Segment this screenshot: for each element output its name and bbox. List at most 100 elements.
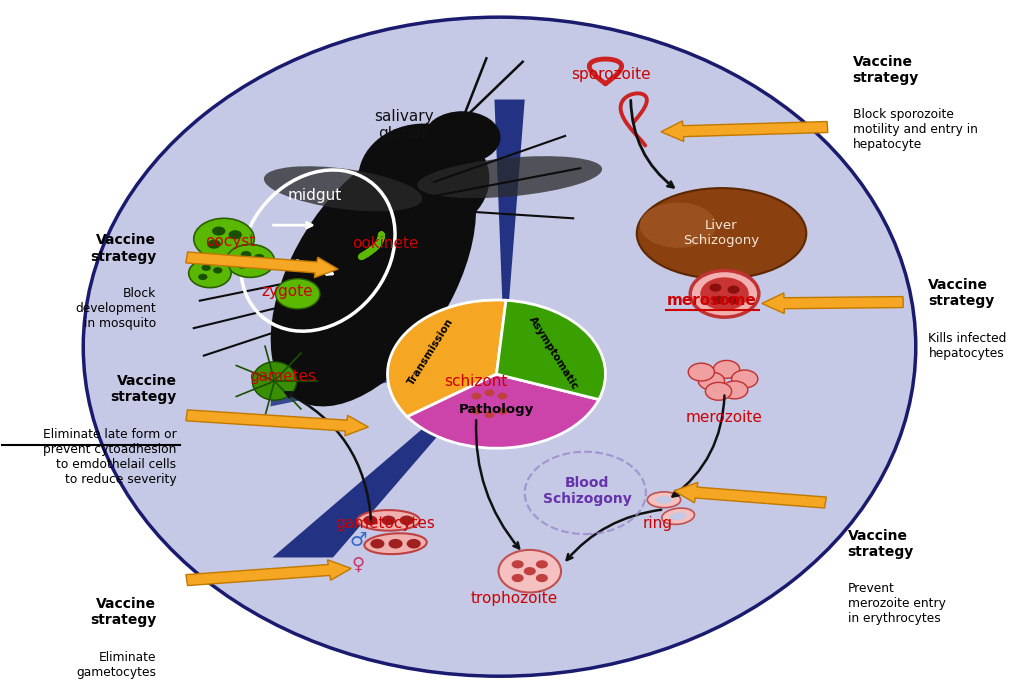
Circle shape [207, 240, 220, 249]
Circle shape [714, 361, 739, 379]
Text: schizont: schizont [444, 374, 508, 389]
Ellipse shape [270, 143, 476, 407]
Text: trophozoite: trophozoite [471, 591, 558, 606]
Circle shape [710, 284, 722, 292]
FancyArrow shape [185, 252, 338, 278]
Text: salivary
glands: salivary glands [374, 109, 433, 141]
Ellipse shape [83, 17, 915, 676]
Text: Vaccine
strategy: Vaccine strategy [90, 597, 157, 627]
Circle shape [713, 296, 725, 304]
Circle shape [536, 560, 548, 568]
Circle shape [194, 218, 254, 260]
Circle shape [275, 279, 319, 309]
Circle shape [728, 296, 739, 304]
Circle shape [388, 539, 402, 548]
Text: Eliminate
gametocytes: Eliminate gametocytes [77, 651, 157, 679]
Ellipse shape [662, 508, 694, 524]
Circle shape [241, 251, 251, 258]
Circle shape [226, 245, 274, 278]
FancyArrow shape [674, 482, 826, 508]
FancyArrow shape [185, 560, 351, 585]
Ellipse shape [655, 496, 673, 504]
Circle shape [471, 408, 481, 415]
Text: sporozoite: sporozoite [570, 67, 650, 82]
Wedge shape [408, 374, 599, 449]
Text: Kills infected
hepatocytes: Kills infected hepatocytes [929, 332, 1007, 359]
Ellipse shape [647, 492, 681, 508]
Ellipse shape [252, 362, 297, 401]
Circle shape [498, 408, 508, 415]
Text: gametes: gametes [249, 369, 316, 384]
Polygon shape [270, 330, 505, 407]
Circle shape [698, 372, 725, 390]
Ellipse shape [637, 188, 806, 279]
Text: Vaccine
strategy: Vaccine strategy [111, 374, 176, 405]
Text: ♀: ♀ [351, 555, 365, 574]
Circle shape [731, 370, 758, 388]
Text: Block sporozoite
motility and entry in
hepatocyte: Block sporozoite motility and entry in h… [853, 109, 978, 151]
Circle shape [199, 273, 208, 280]
Polygon shape [272, 359, 505, 557]
Text: Eliminate late form or
prevent cytoadhesion
to emdothelail cells
to reduce sever: Eliminate late form or prevent cytoadhes… [43, 428, 176, 486]
Text: Vaccine
strategy: Vaccine strategy [90, 234, 157, 264]
Circle shape [364, 515, 378, 525]
Circle shape [399, 515, 414, 525]
Ellipse shape [417, 156, 602, 198]
Circle shape [700, 278, 749, 311]
Text: ♂: ♂ [349, 532, 367, 550]
FancyArrow shape [660, 121, 827, 142]
Text: Asymptomatic: Asymptomatic [527, 315, 581, 392]
Circle shape [498, 393, 508, 400]
Ellipse shape [670, 513, 686, 520]
Text: Block
development
in mosquito: Block development in mosquito [76, 287, 157, 330]
Text: ring: ring [643, 516, 673, 530]
Circle shape [484, 390, 495, 396]
Text: Vaccine
strategy: Vaccine strategy [853, 55, 919, 85]
Circle shape [188, 259, 231, 288]
Circle shape [536, 574, 548, 582]
Circle shape [202, 264, 211, 271]
Circle shape [512, 574, 523, 582]
Circle shape [407, 539, 421, 548]
Text: gametocytes: gametocytes [336, 516, 435, 530]
Circle shape [512, 560, 523, 568]
Text: Vaccine
strategy: Vaccine strategy [848, 528, 913, 559]
Text: Pathology: Pathology [459, 403, 535, 416]
Circle shape [688, 363, 715, 381]
Ellipse shape [365, 533, 427, 554]
Ellipse shape [264, 166, 422, 212]
Circle shape [722, 381, 748, 399]
Circle shape [728, 286, 739, 294]
Ellipse shape [357, 510, 420, 530]
Text: Prevent
merozoite entry
in erythrocytes: Prevent merozoite entry in erythrocytes [848, 582, 945, 625]
Text: ookinete: ookinete [352, 236, 419, 251]
Circle shape [499, 550, 561, 592]
Ellipse shape [526, 398, 553, 409]
Text: Liver
Schizogony: Liver Schizogony [683, 219, 760, 247]
Text: oocyst: oocyst [205, 234, 255, 249]
FancyArrow shape [762, 293, 903, 313]
Circle shape [458, 383, 520, 425]
Text: midgut: midgut [288, 188, 342, 203]
Circle shape [254, 254, 264, 261]
Text: merosome: merosome [667, 293, 757, 308]
Wedge shape [387, 300, 506, 417]
Circle shape [690, 271, 759, 317]
Polygon shape [495, 100, 524, 359]
Text: Transmission: Transmission [407, 316, 456, 387]
Circle shape [706, 383, 731, 401]
Circle shape [484, 412, 495, 418]
Circle shape [213, 267, 222, 273]
Text: Vaccine
strategy: Vaccine strategy [929, 278, 994, 308]
Ellipse shape [547, 410, 573, 420]
FancyArrow shape [186, 410, 369, 436]
Circle shape [523, 567, 536, 575]
Circle shape [237, 262, 248, 269]
Circle shape [228, 230, 242, 239]
Wedge shape [497, 300, 605, 400]
Circle shape [212, 227, 225, 236]
Ellipse shape [358, 124, 489, 234]
Ellipse shape [640, 203, 717, 248]
Text: merozoite: merozoite [686, 410, 763, 425]
Circle shape [424, 111, 501, 164]
